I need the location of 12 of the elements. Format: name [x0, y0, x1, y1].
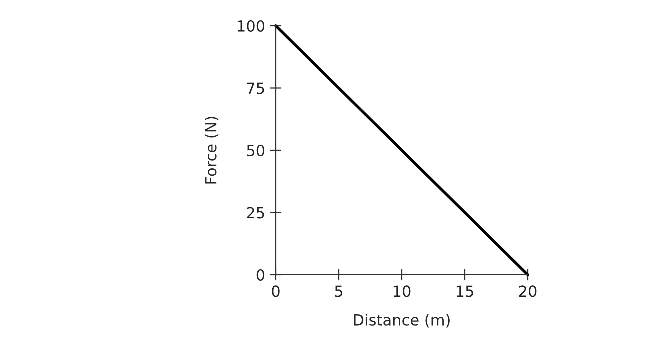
y-tick-label: 50	[247, 144, 265, 157]
y-axis-title: Force (N)	[204, 117, 219, 184]
x-tick-label: 5	[335, 286, 343, 298]
x-tick-label: 15	[456, 286, 474, 298]
x-tick-label: 0	[272, 286, 280, 298]
x-tick-label: 10	[394, 286, 411, 298]
y-tick-label: 100	[238, 20, 265, 32]
x-axis-title: Distance (m)	[354, 314, 450, 328]
x-tick-label: 20	[519, 286, 537, 298]
y-tick-label: 75	[247, 82, 264, 94]
y-tick-label: 25	[247, 207, 264, 219]
y-tick-label: 0	[256, 269, 265, 282]
